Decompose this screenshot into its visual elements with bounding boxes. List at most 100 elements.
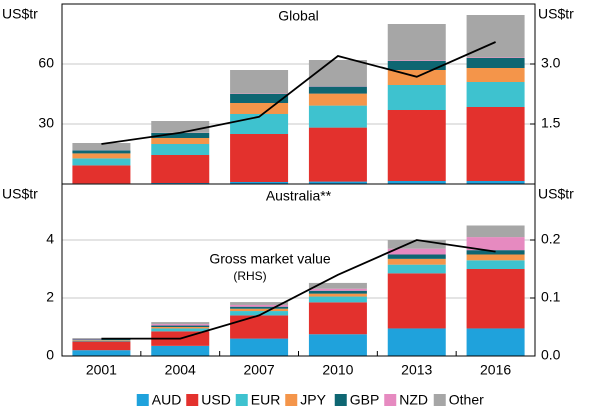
bar-segment: [387, 264, 446, 274]
y2-tick-label: 1.5: [541, 115, 561, 131]
y2-tick-label: 0.1: [541, 289, 561, 305]
bar-segment: [308, 105, 367, 128]
bar-segment: [230, 315, 289, 339]
bar-segment: [72, 338, 131, 339]
bar-segment: [72, 341, 131, 351]
bar-segment: [151, 322, 210, 325]
y-axis-label: US$tr: [2, 6, 38, 22]
bar-segment: [308, 60, 367, 87]
bar-segment: [466, 237, 525, 251]
line: [101, 239, 496, 340]
bar-segment: [308, 127, 367, 182]
y2-axis-label: US$tr: [538, 186, 574, 202]
bar-segment: [151, 121, 210, 133]
bar-segment: [230, 182, 289, 184]
bar-segment: [387, 110, 446, 181]
bar-segment: [466, 58, 525, 68]
bar-segment: [72, 165, 131, 184]
legend-label: EUR: [251, 392, 281, 408]
bar-segment: [466, 250, 525, 255]
bar-segment: [466, 107, 525, 181]
x-tick-label: 2016: [480, 362, 511, 378]
bar-segment: [387, 328, 446, 356]
legend-swatch: [384, 394, 397, 406]
bar-segment: [230, 338, 289, 356]
legend-label: JPY: [300, 392, 326, 408]
bar-segment: [72, 340, 131, 342]
annotation: Gross market value: [209, 251, 331, 267]
bar-segment: [72, 153, 131, 159]
legend-swatch: [334, 394, 347, 406]
bar-segment: [308, 282, 367, 289]
bar-segment: [151, 144, 210, 155]
x-tick-label: 2004: [165, 362, 196, 378]
bar-segment: [230, 70, 289, 94]
bar-segment: [387, 24, 446, 61]
bar-segment: [151, 325, 210, 327]
x-tick-label: 2013: [401, 362, 432, 378]
bar-segment: [308, 290, 367, 294]
legend-label: NZD: [399, 392, 428, 408]
bar-segment: [387, 60, 446, 61]
bar-segment: [151, 155, 210, 183]
bar-segment: [466, 68, 525, 82]
bar-segment: [308, 93, 367, 106]
bar-segment: [230, 308, 289, 312]
annotation-sub: (RHS): [233, 269, 266, 283]
bar-segment: [387, 240, 446, 249]
bar-segment: [72, 339, 131, 341]
bar-segment: [466, 269, 525, 329]
y2-tick-label: 0.2: [541, 231, 561, 247]
legend-swatch: [186, 394, 199, 406]
panel-title: Global: [278, 8, 318, 24]
y-tick-label: 0: [46, 347, 54, 363]
bar-segment: [466, 328, 525, 356]
bar-segment: [308, 293, 367, 297]
bar-segment: [151, 133, 210, 138]
x-tick-label: 2010: [322, 362, 353, 378]
legend-swatch: [235, 394, 248, 406]
panel-frame: [61, 183, 536, 357]
bar-segment: [308, 86, 367, 94]
bar-segment: [72, 158, 131, 166]
bar-segment: [151, 324, 210, 326]
legend-label: Other: [449, 392, 484, 408]
y-tick-label: 2: [46, 289, 54, 305]
bar-segment: [230, 311, 289, 316]
bar-segment: [72, 340, 131, 341]
bar-segment: [230, 94, 289, 103]
bar-segment: [72, 143, 131, 151]
bar-segment: [387, 258, 446, 265]
bar-segment: [387, 248, 446, 255]
panel-title: Australia**: [266, 188, 332, 204]
bar-segment: [466, 225, 525, 238]
bar-segment: [72, 150, 131, 154]
panel-frame: [61, 3, 536, 185]
bar-segment: [387, 85, 446, 110]
bar-segment: [151, 327, 210, 329]
bar-segment: [308, 288, 367, 291]
bar-segment: [387, 273, 446, 329]
bar-segment: [466, 260, 525, 269]
bar-segment: [151, 138, 210, 144]
bar-segment: [151, 345, 210, 356]
y-tick-label: 60: [38, 55, 54, 71]
bar-segment: [308, 334, 367, 356]
bar-segment: [72, 338, 131, 340]
y-tick-label: 30: [38, 115, 54, 131]
legend-label: GBP: [350, 392, 380, 408]
bar-segment: [308, 302, 367, 335]
bar-segment: [466, 82, 525, 107]
bar-segment: [230, 306, 289, 309]
bar-segment: [466, 57, 525, 58]
bar-segment: [230, 134, 289, 182]
bar-segment: [308, 181, 367, 184]
bar-segment: [230, 304, 289, 307]
legend-swatch: [433, 394, 446, 406]
x-tick-label: 2001: [86, 362, 117, 378]
bar-segment: [308, 296, 367, 303]
bar-segment: [72, 350, 131, 356]
y2-tick-label: 0.0: [541, 347, 561, 363]
bar-segment: [466, 181, 525, 184]
